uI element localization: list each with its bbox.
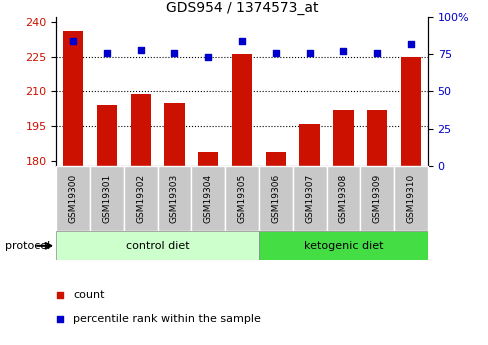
- Text: GSM19307: GSM19307: [305, 174, 313, 223]
- Bar: [231, 54, 252, 166]
- Text: GSM19308: GSM19308: [338, 174, 347, 223]
- Text: GSM19310: GSM19310: [406, 174, 415, 223]
- Bar: [56, 166, 90, 231]
- Text: ketogenic diet: ketogenic diet: [303, 241, 383, 251]
- Bar: [393, 166, 427, 231]
- Bar: [259, 166, 292, 231]
- Text: GSM19304: GSM19304: [203, 174, 212, 223]
- Text: control diet: control diet: [125, 241, 189, 251]
- Text: percentile rank within the sample: percentile rank within the sample: [73, 314, 260, 324]
- Bar: [97, 105, 117, 166]
- Text: protocol: protocol: [5, 241, 50, 251]
- Text: GSM19305: GSM19305: [237, 174, 246, 223]
- Text: count: count: [73, 290, 104, 300]
- Bar: [292, 166, 326, 231]
- Text: GSM19303: GSM19303: [170, 174, 179, 223]
- Bar: [191, 166, 224, 231]
- Bar: [265, 152, 285, 166]
- Point: [170, 50, 178, 56]
- Bar: [90, 166, 123, 231]
- Text: GSM19301: GSM19301: [102, 174, 111, 223]
- Point: [103, 50, 111, 56]
- Point: [238, 38, 245, 44]
- Point: [204, 55, 212, 60]
- Bar: [157, 166, 191, 231]
- Point: [372, 50, 380, 56]
- Title: GDS954 / 1374573_at: GDS954 / 1374573_at: [165, 1, 318, 15]
- Bar: [198, 152, 218, 166]
- Bar: [130, 94, 150, 166]
- Bar: [360, 166, 393, 231]
- Point: [305, 50, 313, 56]
- Text: GSM19309: GSM19309: [372, 174, 381, 223]
- Point: [69, 38, 77, 44]
- Point: [339, 49, 346, 54]
- Bar: [56, 231, 259, 260]
- Point: [271, 50, 279, 56]
- Bar: [299, 124, 319, 166]
- Text: GSM19306: GSM19306: [271, 174, 280, 223]
- Point: [137, 47, 144, 53]
- Bar: [400, 57, 420, 166]
- Bar: [164, 103, 184, 166]
- Bar: [123, 166, 157, 231]
- Point: [406, 41, 414, 47]
- Bar: [366, 110, 386, 166]
- Bar: [259, 231, 427, 260]
- Bar: [333, 110, 353, 166]
- Bar: [326, 166, 360, 231]
- Text: GSM19300: GSM19300: [68, 174, 78, 223]
- Bar: [63, 31, 83, 166]
- Bar: [224, 166, 259, 231]
- Text: GSM19302: GSM19302: [136, 174, 145, 223]
- Point: [271, 164, 279, 169]
